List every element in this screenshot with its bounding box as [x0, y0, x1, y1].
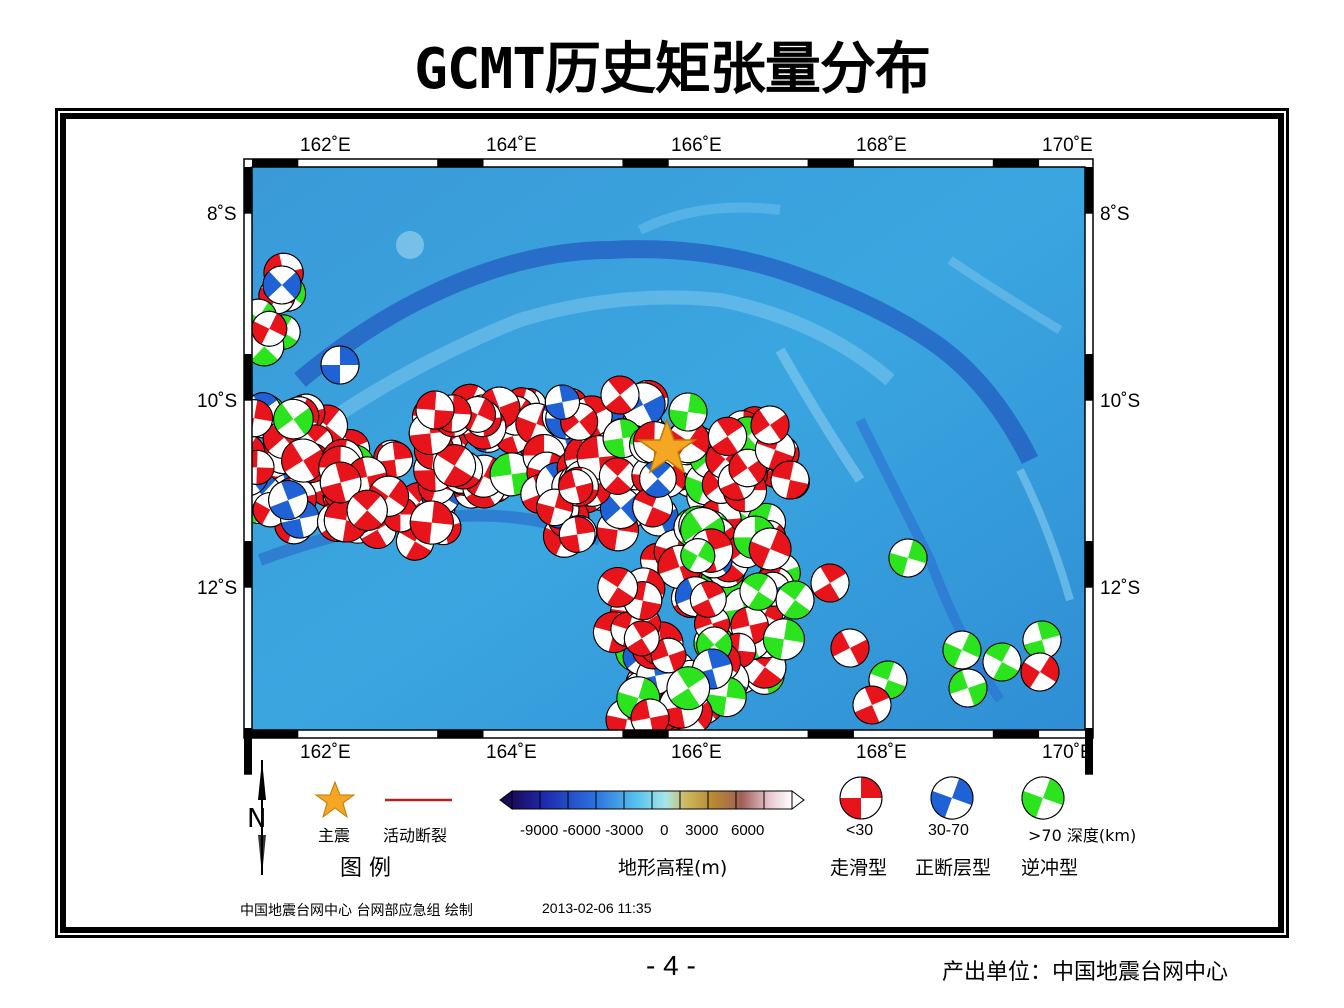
mechanism-label-strike-slip: 走滑型: [830, 857, 888, 879]
focal-mechanism: [600, 375, 640, 415]
focal-mechanism: [630, 698, 670, 730]
lon-label-bottom-168: 168˚E: [856, 742, 907, 763]
focal-mechanism: [320, 345, 360, 385]
lon-label-bottom-170: 170˚E: [1042, 742, 1093, 763]
focal-mechanism: [597, 567, 638, 608]
focal-mechanism: [252, 449, 275, 485]
focal-mechanism: [598, 457, 637, 495]
focal-mechanism: [750, 405, 790, 445]
legend-normal-icon: [930, 776, 974, 820]
colorbar-label: 地形高程(m): [618, 857, 728, 879]
focal-mechanism: [666, 666, 711, 711]
north-label: N: [247, 804, 267, 834]
legend-strike-slip-icon: [839, 776, 883, 820]
figure-frame: [55, 108, 1289, 938]
focal-mechanism: [948, 668, 988, 708]
lat-label-right-12s: 12˚S: [1100, 578, 1141, 599]
focal-mechanism: [558, 469, 594, 505]
north-arrow-icon: [258, 760, 266, 875]
lon-label-top-164: 164˚E: [486, 135, 537, 156]
legend-star-icon: [314, 780, 356, 819]
page-number: - 4 -: [646, 950, 696, 981]
colorbar-ticks: -9000 -6000 -3000 0 3000 6000: [520, 822, 765, 839]
focal-mechanism: [262, 265, 302, 305]
footer-credit: 中国地震台网中心 台网部应急组 绘制: [240, 903, 473, 919]
producer-credit: 产出单位：中国地震台网中心: [942, 960, 1229, 985]
focal-mechanism: [376, 441, 414, 478]
focal-mechanism: [268, 480, 309, 521]
lon-label-top-168: 168˚E: [856, 135, 907, 156]
focal-mechanism: [689, 580, 727, 618]
focal-mechanism: [252, 399, 274, 438]
elevation-colorbar: [499, 790, 805, 810]
focal-mechanism: [319, 461, 362, 504]
focal-mechanism: [888, 538, 928, 578]
lon-label-bottom-162: 162˚E: [300, 742, 351, 763]
lon-label-top-170: 170˚E: [1042, 135, 1093, 156]
focal-mechanism: [982, 642, 1022, 682]
focal-mechanism: [623, 620, 660, 657]
lon-label-bottom-166: 166˚E: [671, 742, 722, 763]
lat-label-left-8s: 8˚S: [207, 204, 237, 225]
legend-thrust-icon: [1021, 776, 1065, 820]
lon-label-top-162: 162˚E: [300, 135, 351, 156]
focal-mechanism: [770, 460, 810, 500]
focal-mechanism: [544, 384, 581, 420]
lon-label-top-166: 166˚E: [671, 135, 722, 156]
depth-label-deep: >70 深度(km): [1028, 826, 1137, 845]
depth-label-mid: 30-70: [928, 822, 969, 839]
mechanism-label-thrust: 逆冲型: [1021, 857, 1079, 879]
page-title: GCMT历史矩张量分布: [414, 37, 931, 102]
legend-title: 图 例: [340, 856, 391, 881]
focal-mechanism: [748, 527, 792, 571]
focal-mechanism: [346, 489, 388, 532]
depth-label-shallow: <30: [846, 822, 874, 839]
figure-inner-frame: [60, 113, 1284, 933]
mechanism-label-normal: 正断层型: [915, 857, 992, 879]
focal-mechanism: [273, 398, 314, 440]
focal-mechanism: [810, 563, 850, 603]
focal-mechanism: [739, 572, 778, 611]
mainshock-star-icon[interactable]: [636, 417, 698, 474]
focal-mechanism: [558, 516, 596, 553]
map-border: [243, 158, 1094, 775]
focal-mechanism: [852, 685, 892, 725]
focal-mechanism: [680, 538, 716, 574]
footer-date: 2013-02-06 11:35: [542, 900, 652, 916]
focal-mechanism: [668, 392, 708, 432]
legend-mainshock-label: 主震: [318, 826, 351, 845]
lat-label-right-8s: 8˚S: [1100, 204, 1130, 225]
focal-mechanism: [775, 580, 815, 620]
lat-label-left-12s: 12˚S: [197, 578, 238, 599]
focal-mechanism: [409, 500, 454, 545]
lon-label-bottom-164: 164˚E: [486, 742, 537, 763]
focal-mechanism: [415, 390, 455, 430]
focal-mechanism: [942, 630, 982, 670]
focal-mechanism: [707, 416, 748, 457]
focal-mechanism: [762, 618, 805, 661]
focal-mechanisms: [252, 252, 1062, 730]
lat-label-right-10s: 10˚S: [1100, 391, 1141, 412]
legend-fault-label: 活动断裂: [383, 826, 448, 845]
focal-mechanism: [830, 628, 870, 668]
lat-label-left-10s: 10˚S: [197, 391, 238, 412]
focal-mechanism: [252, 310, 288, 347]
focal-mechanism: [1020, 652, 1060, 692]
